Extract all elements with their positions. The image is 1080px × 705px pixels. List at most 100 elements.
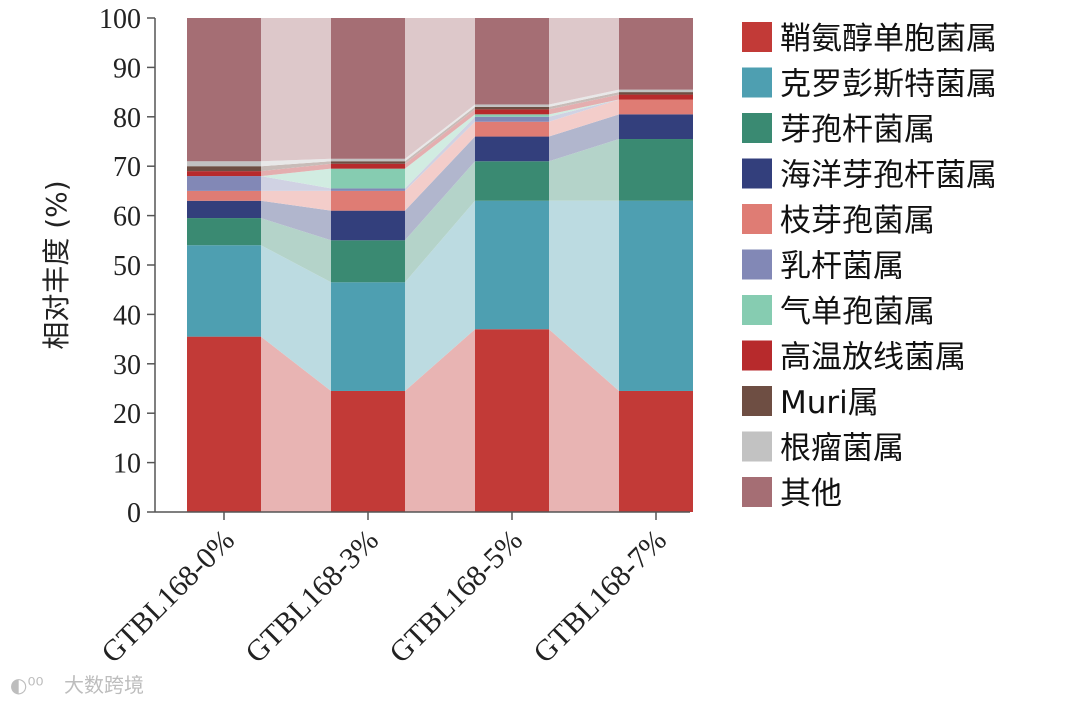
bar-segment-series-8-3 [619,92,693,95]
bar-segment-series-3-2 [475,136,549,162]
bar-segment-series-0-2 [475,329,549,512]
watermark: ◐⁰⁰ 大数跨境 [10,673,144,697]
y-tick-label: 100 [99,4,141,35]
bar-segment-series-9-3 [619,89,693,93]
bar-segment-series-2-0 [187,218,261,246]
legend-label: 枝芽孢菌属 [780,203,935,239]
y-tick-label: 20 [113,399,141,430]
connector-series-7-1 [405,109,475,169]
connector-series-2-2 [549,139,619,201]
bar-segment-series-0-3 [619,390,693,512]
bar-segment-series-1-3 [619,200,693,391]
bar-segment-series-5-2 [475,116,549,122]
connector-series-0-2 [549,329,619,512]
legend-label: 根瘤菌属 [780,431,904,467]
bar-segment-series-5-1 [331,188,405,191]
connector-series-4-0 [261,190,331,211]
connector-series-4-1 [405,121,475,211]
bar-segment-series-0-1 [331,390,405,512]
connector-series-9-1 [405,104,475,162]
bar-segment-series-4-2 [475,121,549,137]
bar-connectors [261,18,619,512]
x-tick-label: GTBL168-7% [527,524,673,670]
connector-series-3-2 [549,114,619,162]
connector-series-6-1 [405,114,475,189]
bar-segment-series-7-2 [475,109,549,115]
y-tick-label: 40 [113,300,141,331]
bar-segment-series-10-3 [619,18,693,90]
connector-series-6-0 [261,168,331,189]
y-tick-label: 0 [127,498,141,529]
connector-series-9-2 [549,89,619,107]
y-tick-label: 60 [113,202,141,233]
legend-swatch [742,158,772,189]
legend-label: 芽孢杆菌属 [780,112,935,148]
legend-label: 气单孢菌属 [780,294,935,330]
bar-segments [187,18,693,512]
bar-segment-series-8-1 [331,161,405,164]
bar-segment-series-10-2 [475,18,549,105]
x-tick-label: GTBL168-0% [95,524,241,670]
y-axis: 0 10 20 30 40 50 60 70 80 90 100 [99,4,156,529]
bar-segment-series-9-0 [187,161,261,167]
bar-segment-series-1-1 [331,282,405,391]
connector-series-2-0 [261,218,331,283]
connector-series-5-0 [261,176,331,191]
connector-series-5-2 [549,99,619,122]
bar-segment-series-9-2 [475,104,549,107]
bar-segment-series-7-3 [619,94,693,100]
legend-swatch [742,67,772,98]
connector-series-5-1 [405,116,475,191]
bar-segment-series-3-3 [619,114,693,140]
connector-series-2-1 [405,161,475,283]
connector-series-3-0 [261,200,331,241]
legend-label: 乳杆菌属 [780,249,904,285]
connector-series-9-0 [261,158,331,167]
connector-series-7-2 [549,94,619,115]
bar-segment-series-10-1 [331,18,405,159]
legend-label: 海洋芽孢杆菌属 [780,158,997,194]
bar-segment-series-6-1 [331,168,405,189]
legend-label: 克罗彭斯特菌属 [780,67,997,103]
connector-series-8-0 [261,161,331,172]
connector-series-3-1 [405,136,475,241]
bar-segment-series-7-1 [331,163,405,169]
bar-segment-series-3-0 [187,200,261,219]
bar-segment-series-1-0 [187,245,261,337]
legend-label: 鞘氨醇单胞菌属 [780,21,997,57]
legend-label: Muri属 [780,385,879,421]
legend-swatch [742,431,772,462]
connector-series-0-1 [405,329,475,512]
connector-series-0-0 [261,336,331,512]
connector-series-8-1 [405,106,475,164]
bar-segment-series-0-0 [187,336,261,512]
connector-series-4-2 [549,99,619,137]
legend-swatch [742,386,772,416]
connector-series-6-2 [549,99,619,117]
y-tick-label: 50 [113,251,141,282]
legend-swatch [742,249,772,280]
watermark-icon: ◐⁰⁰ [10,673,44,697]
bar-segment-series-7-0 [187,171,261,177]
bar-segment-series-4-0 [187,190,261,201]
bar-segment-series-2-3 [619,139,693,201]
legend: 鞘氨醇单胞菌属克罗彭斯特菌属芽孢杆菌属海洋芽孢杆菌属枝芽孢菌属乳杆菌属气单孢菌属… [742,21,997,512]
y-tick-label: 10 [113,449,141,480]
legend-swatch [742,477,772,507]
connector-series-10-1 [405,18,475,159]
connector-series-1-1 [405,200,475,391]
x-tick-label: GTBL168-3% [239,524,385,670]
y-tick-label: 80 [113,103,141,134]
connector-series-1-0 [261,245,331,391]
y-tick-label: 70 [113,152,141,183]
connector-series-10-2 [549,18,619,105]
connector-series-8-2 [549,92,619,110]
bar-segment-series-4-1 [331,190,405,211]
x-axis: GTBL168-0%GTBL168-3%GTBL168-5%GTBL168-7% [95,511,690,670]
bar-segment-series-8-0 [187,166,261,172]
legend-swatch [742,204,772,234]
x-tick-label: GTBL168-5% [383,524,529,670]
legend-swatch [742,295,772,325]
bar-segment-series-3-1 [331,210,405,241]
